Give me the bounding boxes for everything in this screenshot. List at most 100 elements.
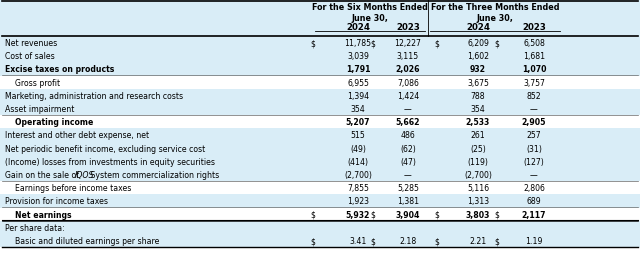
Text: Gross profit: Gross profit: [15, 78, 60, 87]
Text: Interest and other debt expense, net: Interest and other debt expense, net: [5, 131, 149, 140]
Text: (62): (62): [400, 144, 416, 153]
Bar: [0, 63, 640, 76]
Text: $: $: [435, 210, 440, 219]
Text: $: $: [310, 236, 316, 245]
Text: 6,955: 6,955: [347, 78, 369, 87]
Text: 7,086: 7,086: [397, 78, 419, 87]
Text: 354: 354: [351, 105, 365, 114]
Text: Provision for income taxes: Provision for income taxes: [5, 197, 108, 206]
Text: (127): (127): [524, 157, 545, 166]
Text: For the Three Months Ended
June 30,: For the Three Months Ended June 30,: [431, 3, 559, 23]
Text: $: $: [495, 39, 499, 48]
Text: 12,227: 12,227: [395, 39, 421, 48]
Text: —: —: [530, 170, 538, 179]
Text: 486: 486: [401, 131, 415, 140]
Text: 6,209: 6,209: [467, 39, 489, 48]
Text: (2,700): (2,700): [464, 170, 492, 179]
Text: 5,932: 5,932: [346, 210, 370, 219]
Bar: [0, 89, 640, 103]
Bar: [0, 1, 640, 37]
Text: 5,207: 5,207: [346, 118, 371, 127]
Text: 2,117: 2,117: [522, 210, 547, 219]
Text: System commercialization rights: System commercialization rights: [88, 170, 220, 179]
Text: 3,904: 3,904: [396, 210, 420, 219]
Text: 7,855: 7,855: [347, 184, 369, 193]
Text: 5,285: 5,285: [397, 184, 419, 193]
Text: 515: 515: [351, 131, 365, 140]
Text: 1,681: 1,681: [523, 52, 545, 61]
Text: 1,394: 1,394: [347, 91, 369, 101]
Bar: [0, 168, 640, 182]
Text: —: —: [404, 170, 412, 179]
Text: (25): (25): [470, 144, 486, 153]
Text: 2.18: 2.18: [399, 236, 417, 245]
Text: (47): (47): [400, 157, 416, 166]
Text: 3,757: 3,757: [523, 78, 545, 87]
Text: 11,785: 11,785: [344, 39, 371, 48]
Text: $: $: [371, 39, 376, 48]
Text: 261: 261: [470, 131, 485, 140]
Text: $: $: [495, 236, 499, 245]
Text: Per share data:: Per share data:: [5, 223, 65, 232]
Text: $: $: [435, 39, 440, 48]
Text: 2024: 2024: [346, 22, 370, 31]
Text: 1,381: 1,381: [397, 197, 419, 206]
Text: Net revenues: Net revenues: [5, 39, 57, 48]
Text: $: $: [371, 236, 376, 245]
Text: 2024: 2024: [466, 22, 490, 31]
Bar: [0, 103, 640, 116]
Text: Net earnings: Net earnings: [15, 210, 72, 219]
Text: 3,039: 3,039: [347, 52, 369, 61]
Text: 257: 257: [527, 131, 541, 140]
Bar: [0, 76, 640, 89]
Text: 354: 354: [470, 105, 485, 114]
Text: 3,803: 3,803: [466, 210, 490, 219]
Bar: [0, 182, 640, 195]
Text: Net periodic benefit income, excluding service cost: Net periodic benefit income, excluding s…: [5, 144, 205, 153]
Text: 788: 788: [470, 91, 485, 101]
Text: (2,700): (2,700): [344, 170, 372, 179]
Text: 1,791: 1,791: [346, 65, 371, 74]
Bar: [0, 142, 640, 155]
Text: —: —: [530, 105, 538, 114]
Text: 852: 852: [527, 91, 541, 101]
Text: $: $: [435, 236, 440, 245]
Text: 2023: 2023: [396, 22, 420, 31]
Text: 2,026: 2,026: [396, 65, 420, 74]
Text: 2,905: 2,905: [522, 118, 547, 127]
Text: 1,602: 1,602: [467, 52, 489, 61]
Text: 1,313: 1,313: [467, 197, 489, 206]
Text: Operating income: Operating income: [15, 118, 93, 127]
Text: (119): (119): [468, 157, 488, 166]
Text: 6,508: 6,508: [523, 39, 545, 48]
Text: 932: 932: [470, 65, 486, 74]
Text: Asset impairment: Asset impairment: [5, 105, 74, 114]
Text: 5,116: 5,116: [467, 184, 489, 193]
Text: $: $: [310, 210, 316, 219]
Text: 1,923: 1,923: [347, 197, 369, 206]
Bar: [0, 208, 640, 221]
Text: $: $: [310, 39, 316, 48]
Text: Gain on the sale of: Gain on the sale of: [5, 170, 81, 179]
Text: (49): (49): [350, 144, 366, 153]
Bar: [0, 195, 640, 208]
Text: 1.19: 1.19: [525, 236, 543, 245]
Bar: [0, 116, 640, 129]
Text: Basic and diluted earnings per share: Basic and diluted earnings per share: [15, 236, 159, 245]
Text: Earnings before income taxes: Earnings before income taxes: [15, 184, 131, 193]
Text: 5,662: 5,662: [396, 118, 420, 127]
Text: Cost of sales: Cost of sales: [5, 52, 55, 61]
Text: 2023: 2023: [522, 22, 546, 31]
Text: Marketing, administration and research costs: Marketing, administration and research c…: [5, 91, 183, 101]
Bar: [0, 50, 640, 63]
Text: 1,070: 1,070: [522, 65, 547, 74]
Text: $: $: [371, 210, 376, 219]
Bar: [0, 37, 640, 50]
Text: 2.21: 2.21: [469, 236, 486, 245]
Text: (31): (31): [526, 144, 542, 153]
Text: For the Six Months Ended
June 30,: For the Six Months Ended June 30,: [312, 3, 428, 23]
Text: 2,806: 2,806: [523, 184, 545, 193]
Bar: [0, 221, 640, 234]
Text: Excise taxes on products: Excise taxes on products: [5, 65, 115, 74]
Text: 2,533: 2,533: [466, 118, 490, 127]
